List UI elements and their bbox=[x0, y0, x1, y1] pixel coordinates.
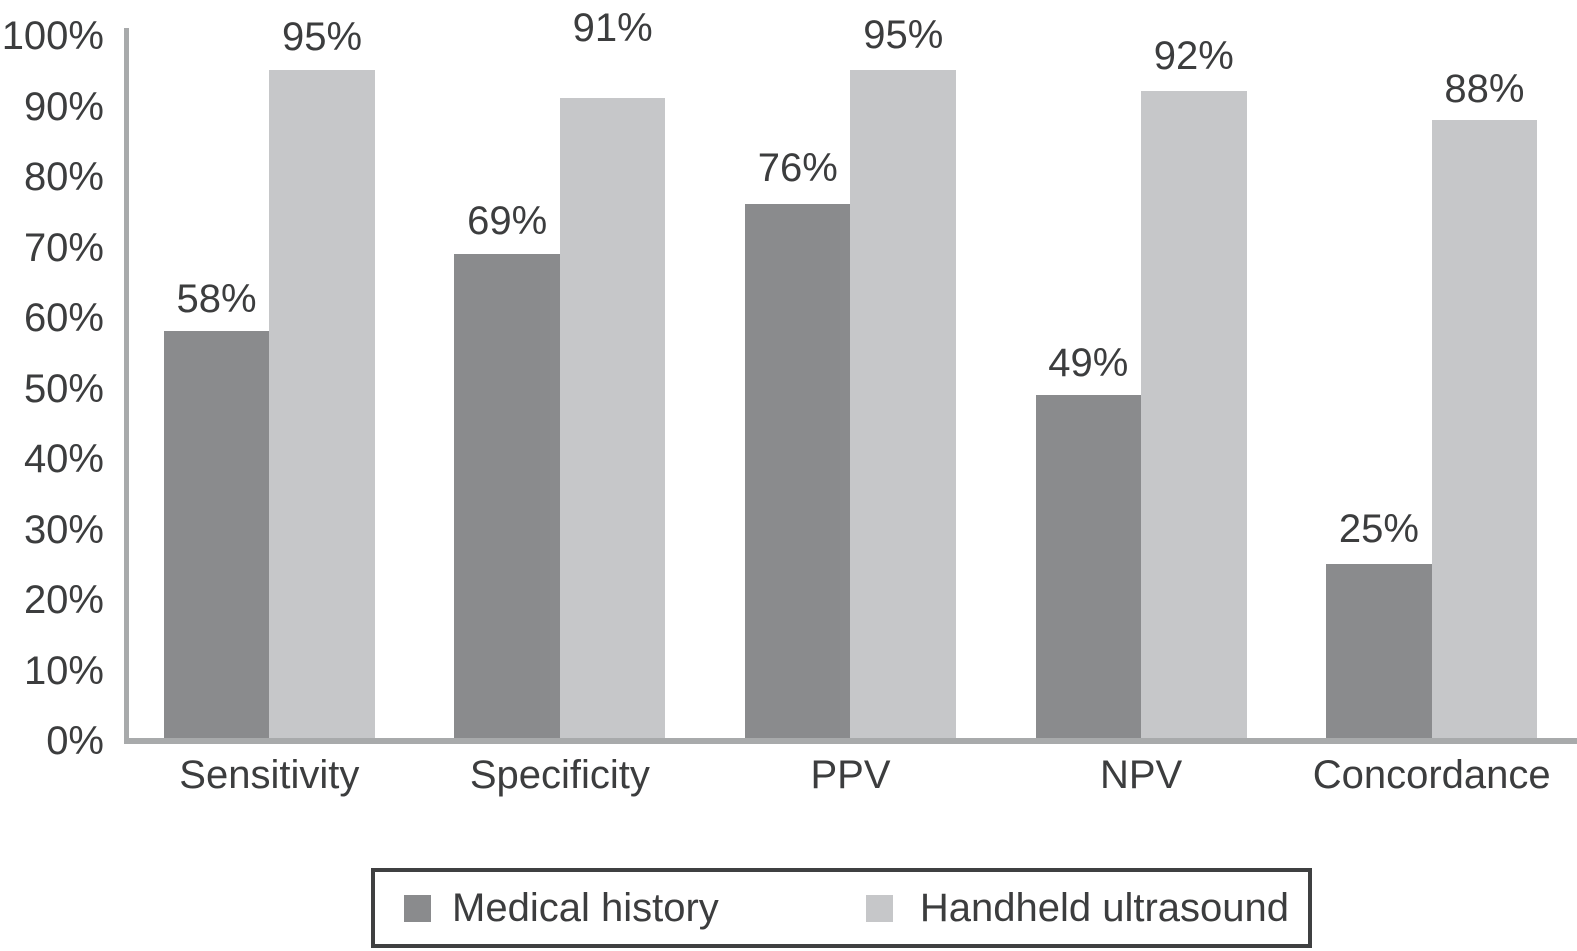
y-axis-tick-label-10: 10% bbox=[23, 649, 104, 693]
legend-label-medical-history: Medical history bbox=[452, 886, 719, 930]
handheld-ultrasound-swatch-icon bbox=[865, 894, 893, 922]
y-axis-tick-label-30: 30% bbox=[23, 508, 104, 552]
y-axis-line bbox=[124, 28, 129, 744]
x-axis-label-concordance: Concordance bbox=[1312, 753, 1551, 797]
y-axis: 0% 10% 20% 30% 40% 50% 60% 70% 80% 90% 100% bbox=[0, 0, 104, 780]
legend-item-handheld-ultrasound: Handheld ultrasound bbox=[865, 886, 1289, 930]
bar-value-label-sensitivity-handheld-ultrasound: 95% bbox=[282, 15, 363, 59]
bar-sensitivity-handheld-ultrasound: 95% bbox=[269, 17, 375, 740]
bar-value-label-sensitivity-medical-history: 58% bbox=[176, 277, 257, 321]
bar-group-npv: 49% 92% NPV bbox=[1035, 0, 1247, 796]
x-axis-label-npv: NPV bbox=[1099, 753, 1183, 797]
bar-value-label-concordance-handheld-ultrasound: 88% bbox=[1444, 67, 1525, 111]
medical-history-swatch-icon bbox=[404, 894, 431, 922]
y-axis-tick-label-100: 100% bbox=[1, 14, 104, 58]
x-axis-label-specificity: Specificity bbox=[469, 753, 650, 797]
bar-group-ppv: 76% 95% PPV bbox=[744, 0, 956, 796]
bar-group-sensitivity: 58% 95% Sensitivity bbox=[163, 0, 375, 796]
legend-label-handheld-ultrasound: Handheld ultrasound bbox=[919, 886, 1289, 930]
bar-sensitivity-medical-history: 58% bbox=[163, 279, 270, 740]
y-axis-tick-label-60: 60% bbox=[23, 296, 104, 340]
bar-value-label-ppv-medical-history: 76% bbox=[757, 146, 838, 190]
bar-group-specificity: 69% 91% Specificity bbox=[454, 0, 666, 796]
bar-group-concordance: 25% 88% Concordance bbox=[1313, 0, 1551, 796]
bar-concordance-handheld-ultrasound: 88% bbox=[1431, 69, 1538, 740]
bar-value-label-specificity-handheld-ultrasound: 91% bbox=[572, 6, 653, 50]
legend: Medical history Handheld ultrasound bbox=[371, 868, 1312, 948]
y-axis-tick-label-40: 40% bbox=[23, 437, 104, 481]
plot-area: 58% 95% Sensitivity 69% 91% Specificity 76% 95%… bbox=[124, 0, 1577, 796]
bar-value-label-specificity-medical-history: 69% bbox=[467, 199, 548, 243]
y-axis-tick-label-50: 50% bbox=[23, 367, 104, 411]
y-axis-tick-label-90: 90% bbox=[23, 85, 104, 129]
bar-value-label-npv-handheld-ultrasound: 92% bbox=[1153, 34, 1234, 78]
bar-value-label-npv-medical-history: 49% bbox=[1048, 341, 1129, 385]
bar-ppv-medical-history: 76% bbox=[744, 148, 851, 740]
y-axis-tick-label-80: 80% bbox=[23, 155, 104, 199]
bar-npv-medical-history: 49% bbox=[1035, 343, 1142, 740]
bar-value-label-ppv-handheld-ultrasound: 95% bbox=[863, 13, 944, 57]
x-axis-label-ppv: PPV bbox=[810, 753, 891, 797]
bar-npv-handheld-ultrasound: 92% bbox=[1141, 36, 1247, 740]
bar-value-label-concordance-medical-history: 25% bbox=[1338, 507, 1419, 551]
y-axis-tick-label-20: 20% bbox=[23, 578, 104, 622]
y-axis-tick-label-0: 0% bbox=[46, 719, 104, 763]
bar-ppv-handheld-ultrasound: 95% bbox=[850, 15, 956, 740]
bar-concordance-medical-history: 25% bbox=[1326, 509, 1432, 740]
x-axis-line bbox=[124, 738, 1577, 744]
y-axis-tick-label-70: 70% bbox=[23, 226, 104, 270]
legend-item-medical-history: Medical history bbox=[404, 886, 719, 930]
bar-specificity-medical-history: 69% bbox=[454, 201, 560, 740]
x-axis-label-sensitivity: Sensitivity bbox=[179, 753, 360, 797]
bar-specificity-handheld-ultrasound: 91% bbox=[559, 8, 666, 740]
